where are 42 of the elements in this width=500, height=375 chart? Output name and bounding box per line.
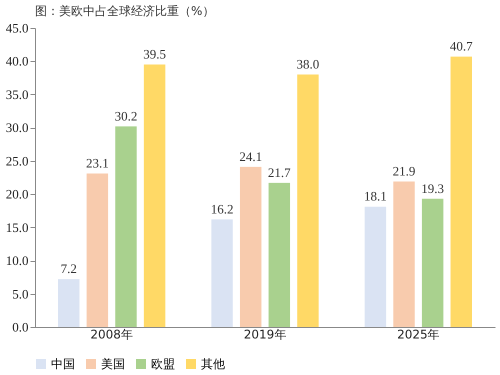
y-tick-label: 0.0	[12, 320, 28, 334]
data-label: 23.1	[86, 156, 109, 171]
data-label: 21.7	[268, 164, 292, 180]
bar	[211, 219, 233, 327]
y-tick-label: 10.0	[6, 253, 28, 268]
bar	[393, 181, 415, 327]
bar	[144, 64, 166, 327]
data-label: 16.2	[210, 201, 234, 216]
chart-title: 图：美欧中占全球经济比重（%）	[35, 4, 214, 18]
bar	[422, 198, 444, 327]
legend-label: 美国	[101, 357, 125, 371]
bar	[58, 279, 80, 327]
data-label: 18.1	[364, 188, 387, 204]
data-label: 19.3	[421, 180, 444, 196]
y-tick-label: 20.0	[6, 186, 28, 202]
data-label: 24.1	[239, 148, 262, 164]
y-tick-label: 30.0	[6, 120, 28, 136]
y-tick-label: 25.0	[6, 153, 28, 168]
legend-label: 欧盟	[151, 357, 175, 371]
legend-label: 中国	[51, 357, 75, 371]
y-tick-label: 45.0	[6, 20, 28, 36]
bar	[240, 166, 262, 327]
x-tick-label: 2008年	[90, 328, 133, 342]
data-label: 38.0	[296, 56, 320, 72]
y-tick-label: 35.0	[6, 86, 28, 102]
y-tick-label: 40.0	[6, 54, 28, 69]
bar	[297, 74, 319, 327]
bar	[86, 174, 108, 327]
y-tick-label: 15.0	[6, 220, 28, 235]
data-label: 21.9	[392, 163, 416, 178]
x-tick-label: 2019年	[244, 328, 286, 342]
x-tick-label: 2025年	[397, 328, 440, 342]
data-label: 30.2	[114, 108, 138, 124]
legend-label: 其他	[201, 357, 225, 371]
bar	[268, 182, 290, 327]
bar	[450, 56, 472, 327]
data-label: 39.5	[143, 46, 166, 62]
data-label: 40.7	[450, 38, 474, 54]
bar	[115, 126, 137, 327]
y-tick-label: 5.0	[12, 286, 28, 302]
data-label: 7.2	[60, 261, 77, 276]
bar	[364, 206, 386, 327]
